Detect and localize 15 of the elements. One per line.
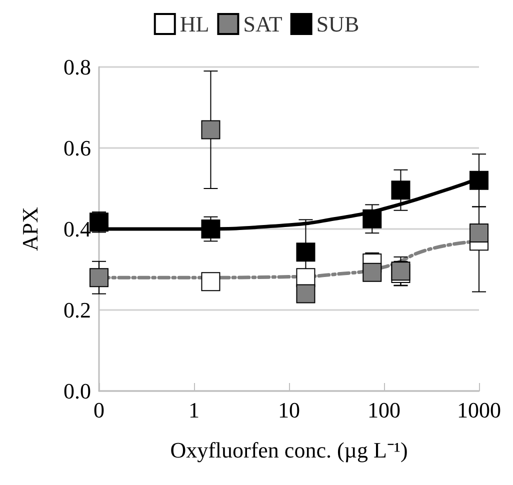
y-tick-label: 0.2 — [64, 298, 91, 322]
legend-label: SAT — [243, 12, 283, 36]
legend-label: SUB — [316, 12, 360, 36]
x-tick-label: 10 — [278, 398, 300, 422]
y-tick-label: 0.8 — [64, 54, 91, 80]
legend-label: HL — [180, 12, 210, 36]
y-tick-label: 0.0 — [64, 378, 91, 404]
x-tick-label: 0 — [94, 398, 104, 422]
y-tick-label: 0.4 — [64, 216, 91, 242]
x-axis-title: Oxyfluorfen conc. (µg L⁻¹) — [170, 438, 408, 462]
x-tick-label: 1 — [188, 398, 200, 422]
y-axis-title: APX — [18, 206, 42, 252]
y-tick-label: 0.6 — [64, 136, 91, 160]
x-tick-label: 1000 — [457, 398, 501, 422]
x-tick-label: 100 — [368, 398, 400, 422]
